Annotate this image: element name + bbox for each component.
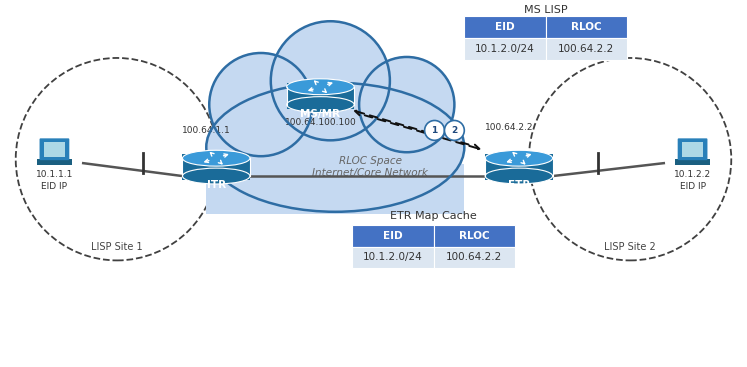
Text: MS/MR: MS/MR bbox=[300, 109, 341, 119]
Text: RLOC Space
Internet/Core Network: RLOC Space Internet/Core Network bbox=[312, 156, 428, 178]
Text: 10.1.2.2: 10.1.2.2 bbox=[674, 170, 711, 179]
Text: Mapping Database System: Mapping Database System bbox=[471, 24, 621, 34]
Text: 100.64.2.2: 100.64.2.2 bbox=[485, 123, 533, 132]
Circle shape bbox=[424, 120, 444, 140]
FancyBboxPatch shape bbox=[465, 16, 546, 38]
FancyBboxPatch shape bbox=[37, 159, 72, 165]
Text: EID IP: EID IP bbox=[41, 182, 67, 191]
FancyBboxPatch shape bbox=[43, 142, 65, 157]
Text: 2: 2 bbox=[451, 126, 457, 135]
FancyBboxPatch shape bbox=[678, 138, 707, 160]
FancyBboxPatch shape bbox=[352, 247, 433, 268]
Text: 1: 1 bbox=[432, 126, 438, 135]
Ellipse shape bbox=[485, 150, 553, 166]
Text: ETR: ETR bbox=[508, 180, 530, 190]
Text: MS LISP: MS LISP bbox=[524, 5, 568, 15]
Text: EID IP: EID IP bbox=[680, 182, 706, 191]
FancyBboxPatch shape bbox=[433, 225, 515, 247]
Text: 100.64.1.1: 100.64.1.1 bbox=[182, 126, 231, 135]
FancyBboxPatch shape bbox=[182, 154, 250, 180]
Text: EID: EID bbox=[383, 230, 403, 241]
Text: ITR: ITR bbox=[207, 180, 226, 190]
FancyBboxPatch shape bbox=[433, 247, 515, 268]
Ellipse shape bbox=[182, 150, 250, 166]
Ellipse shape bbox=[485, 168, 553, 184]
Text: 10.1.2.0/24: 10.1.2.0/24 bbox=[475, 44, 535, 54]
Ellipse shape bbox=[206, 83, 465, 212]
Text: EID: EID bbox=[495, 22, 515, 32]
Text: LISP Site 1: LISP Site 1 bbox=[91, 243, 143, 252]
Circle shape bbox=[444, 120, 465, 140]
Text: 100.64.2.2: 100.64.2.2 bbox=[558, 44, 615, 54]
FancyBboxPatch shape bbox=[485, 154, 553, 180]
Text: RLOC: RLOC bbox=[459, 230, 489, 241]
Circle shape bbox=[209, 53, 312, 156]
Text: 10.1.1.1: 10.1.1.1 bbox=[36, 170, 73, 179]
FancyBboxPatch shape bbox=[682, 142, 704, 157]
FancyBboxPatch shape bbox=[675, 159, 710, 165]
Text: LISP Site 2: LISP Site 2 bbox=[604, 243, 656, 252]
Text: 10.1.2.0/24: 10.1.2.0/24 bbox=[363, 252, 423, 262]
Text: 100.64.2.2: 100.64.2.2 bbox=[446, 252, 502, 262]
Circle shape bbox=[359, 57, 454, 152]
FancyBboxPatch shape bbox=[546, 16, 627, 38]
Ellipse shape bbox=[287, 79, 354, 95]
FancyBboxPatch shape bbox=[465, 38, 546, 60]
Text: 100.64.100.100: 100.64.100.100 bbox=[285, 117, 356, 127]
Ellipse shape bbox=[182, 168, 250, 184]
Text: RLOC: RLOC bbox=[571, 22, 601, 32]
FancyBboxPatch shape bbox=[206, 164, 465, 214]
FancyBboxPatch shape bbox=[287, 83, 354, 109]
FancyBboxPatch shape bbox=[352, 225, 433, 247]
FancyBboxPatch shape bbox=[546, 38, 627, 60]
Circle shape bbox=[270, 21, 390, 140]
FancyBboxPatch shape bbox=[40, 138, 69, 160]
Text: ETR Map Cache: ETR Map Cache bbox=[390, 211, 477, 221]
Ellipse shape bbox=[287, 97, 354, 113]
